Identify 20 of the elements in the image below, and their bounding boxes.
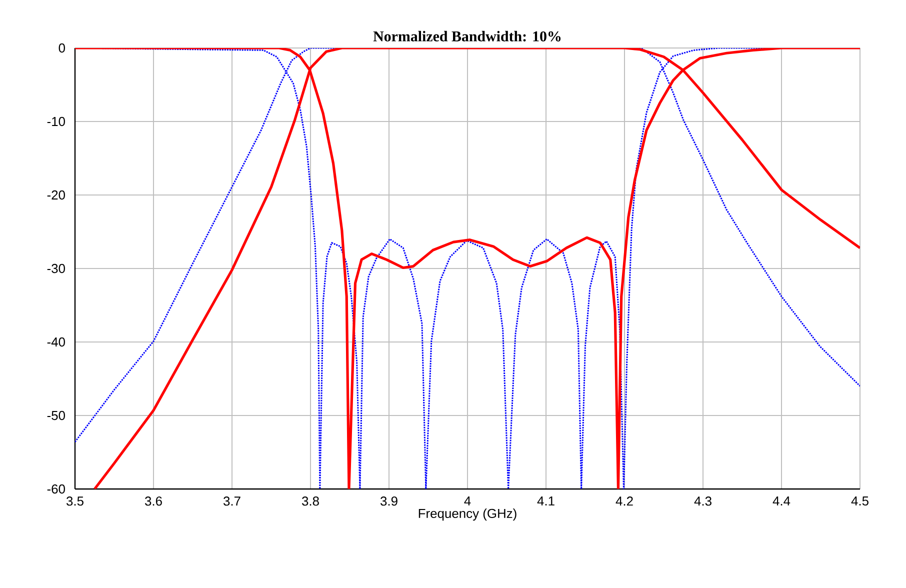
y-tick-label: -20 bbox=[47, 190, 65, 200]
y-tick-label: -10 bbox=[47, 116, 65, 126]
x-tick-label: 3.5 bbox=[66, 496, 84, 506]
x-tick-label: 4.1 bbox=[537, 496, 554, 506]
x-tick-label: 4 bbox=[464, 496, 471, 506]
x-tick-label: 4.2 bbox=[616, 496, 633, 506]
x-axis-title: Frequency (GHz) bbox=[418, 508, 516, 521]
x-tick-label: 3.6 bbox=[145, 496, 162, 506]
x-tick-label: 4.3 bbox=[694, 496, 712, 506]
y-tick-label: -30 bbox=[47, 264, 65, 274]
x-tick-label: 3.8 bbox=[302, 496, 319, 506]
x-tick-label: 4.5 bbox=[851, 496, 868, 506]
x-tick-label: 3.7 bbox=[224, 496, 240, 506]
y-tick-label: -60 bbox=[47, 484, 65, 494]
x-tick-label: 4.4 bbox=[772, 496, 790, 506]
chart-title: Normalized Bandwidth: 10% bbox=[373, 30, 561, 42]
y-tick-label: -40 bbox=[47, 337, 65, 347]
y-tick-label: -50 bbox=[47, 410, 65, 420]
x-tick-label: 3.9 bbox=[380, 496, 398, 506]
y-tick-label: 0 bbox=[58, 43, 66, 53]
